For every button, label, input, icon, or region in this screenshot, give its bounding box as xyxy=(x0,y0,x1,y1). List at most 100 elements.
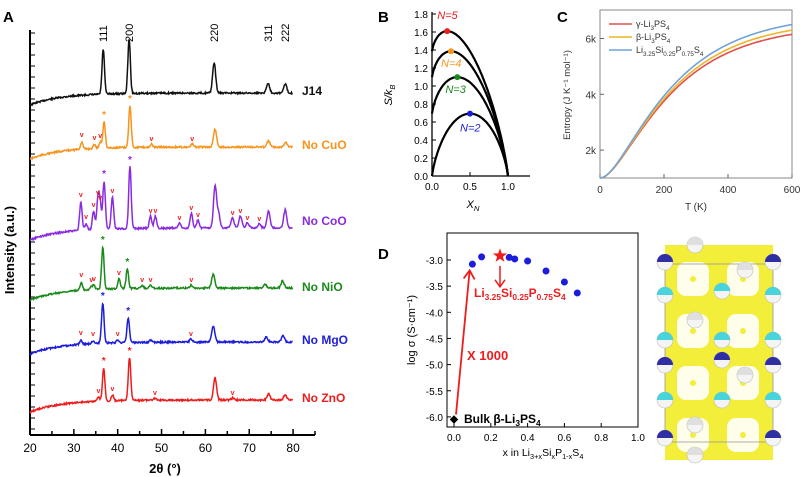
text-part: Si xyxy=(542,447,551,459)
entropy-line xyxy=(599,33,793,179)
atom-cap xyxy=(714,352,730,360)
subscript: 3.25 xyxy=(643,51,656,58)
text-part: Bulk β-Li xyxy=(464,412,515,426)
isosurface-node xyxy=(690,328,696,334)
peak-index-label: 222 xyxy=(280,24,292,42)
atom-cap xyxy=(687,312,703,320)
increase-arrow xyxy=(455,270,471,415)
phase-star-marker: * xyxy=(102,356,106,367)
xrd-trace-1 xyxy=(29,105,294,161)
y-tick-label: 4k xyxy=(585,90,597,101)
text-part: X xyxy=(466,199,475,211)
x-tick-label: 70 xyxy=(243,441,257,455)
panel-a-xrd: A 20 30 40 50 60 70 80 2θ (°) Intensity (a.u.) 111… xyxy=(2,9,348,476)
text-part: P xyxy=(676,45,682,55)
atom-cap xyxy=(657,392,673,400)
impurity-marker: v xyxy=(92,202,96,209)
impurity-marker: v xyxy=(231,390,235,397)
phase-star-marker: * xyxy=(102,110,106,121)
y-tick-label: 1.4 xyxy=(414,46,428,57)
y-tick-label: 1.2 xyxy=(414,64,428,75)
atom-cap xyxy=(765,332,781,340)
impurity-marker: v xyxy=(239,208,243,215)
impurity-marker: v xyxy=(246,215,250,222)
impurity-marker: v xyxy=(149,277,153,284)
x-axis-label: 2θ (°) xyxy=(149,461,181,476)
entropy-curve xyxy=(430,75,510,177)
legend-label: Li3.25Si0.25P0.75S4 xyxy=(636,45,704,58)
legend-label: γ-Li3PS4 xyxy=(636,19,670,32)
subscript: 3+x xyxy=(530,452,542,461)
atom-cap xyxy=(657,287,673,295)
y-tick-label: 0.6 xyxy=(414,118,428,129)
data-point xyxy=(478,253,486,261)
impurity-marker: v xyxy=(98,195,102,202)
atom-cap xyxy=(657,430,673,438)
y-tick-label: -5.5 xyxy=(426,387,444,398)
atom-cap xyxy=(687,417,703,425)
isosurface-node xyxy=(740,328,746,334)
max-point xyxy=(454,74,461,81)
atom-cap xyxy=(687,447,703,455)
x-tick-label: 0.6 xyxy=(557,433,571,444)
x-tick-label: 0.5 xyxy=(463,182,477,193)
y-tick-label: 2k xyxy=(585,146,597,157)
panel-d-conductivity: D -3.0 -3.5 -4.0 -4.5 -5.0 -5.5 -6.00.0 0.2 0.4 0.… xyxy=(378,232,645,461)
impurity-marker: v xyxy=(149,208,153,215)
crystal-structure-image xyxy=(656,236,782,464)
impurity-marker: v xyxy=(98,133,102,140)
isosurface-node xyxy=(690,276,696,282)
atom-cap xyxy=(657,357,673,365)
text-part: γ-Li xyxy=(636,19,651,29)
data-point xyxy=(542,267,550,275)
x-tick-label: 0.2 xyxy=(484,433,498,444)
atom-cap xyxy=(687,237,703,245)
y-tick-label: -4.5 xyxy=(426,334,444,345)
atom-cap xyxy=(765,287,781,295)
impurity-marker: v xyxy=(140,277,144,284)
data-point xyxy=(505,253,513,261)
panel-label-d: D xyxy=(378,246,389,263)
subscript: 0.75 xyxy=(682,51,695,58)
phase-star-marker: * xyxy=(101,291,105,302)
x-tick-label: 0.0 xyxy=(425,182,439,193)
panel-label-b: B xyxy=(378,9,389,26)
subscript: N xyxy=(474,204,480,213)
subscript: 3 xyxy=(651,25,655,32)
max-point xyxy=(467,110,473,117)
isosurface-node xyxy=(740,432,746,438)
subscript: 4 xyxy=(700,51,704,58)
subscript: x xyxy=(551,452,555,461)
x-tick-label: 30 xyxy=(67,441,81,455)
y-axis-label: log σ (S·cm⁻¹) xyxy=(406,295,418,365)
y-tick-label: 0.0 xyxy=(414,172,428,183)
y-tick-label: 0.2 xyxy=(414,154,428,165)
atom-cap xyxy=(737,367,753,375)
peak-index-label: 311 xyxy=(263,24,275,42)
y-tick-label: -3.5 xyxy=(426,282,444,293)
text-part: P xyxy=(555,447,562,459)
impurity-marker: v xyxy=(178,215,182,222)
bulk-point xyxy=(449,415,459,424)
x-axis-label: x in Li3+xSixP1-xS4 xyxy=(503,447,584,461)
data-point xyxy=(573,289,581,297)
x-tick-label: 60 xyxy=(199,441,213,455)
y-tick-label: -6.0 xyxy=(426,413,444,424)
series-label: No MgO xyxy=(302,333,348,347)
text-part: S/k xyxy=(383,89,395,105)
impurity-marker: v xyxy=(153,208,157,215)
atom-cap xyxy=(765,254,781,262)
impurity-marker: v xyxy=(110,386,114,393)
series-label: No CoO xyxy=(302,214,347,228)
phase-star-marker: * xyxy=(128,346,132,357)
peak-index-label: 111 xyxy=(98,25,110,42)
text-part: PS xyxy=(520,412,536,426)
x-tick-label: 400 xyxy=(720,185,737,196)
impurity-marker: v xyxy=(153,390,157,397)
panel-b-entropy-curves: B 0.0 0.2 0.4 0.6 0.8 1.0 1.2 1.4 1.6 1.8 0.0 0.5 1.0… xyxy=(378,9,530,213)
impurity-marker: v xyxy=(150,136,154,143)
text-part: PS xyxy=(654,19,666,29)
impurity-marker: v xyxy=(116,331,120,338)
atom-cap xyxy=(657,254,673,262)
impurity-marker: v xyxy=(89,277,93,284)
